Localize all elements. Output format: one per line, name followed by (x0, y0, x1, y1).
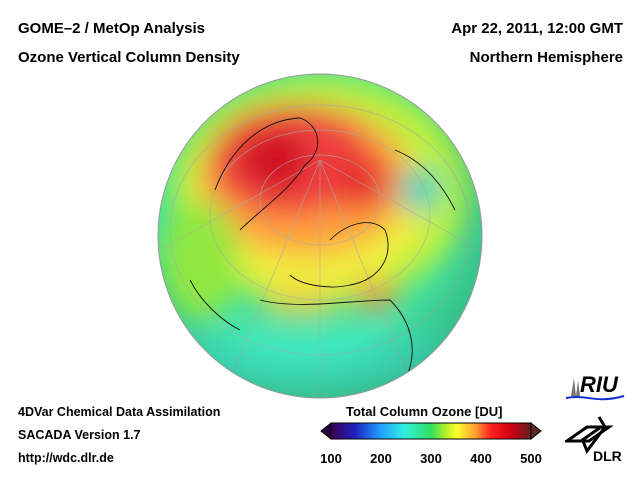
colorbar-tick: 500 (520, 451, 542, 466)
title-instrument: GOME–2 / MetOp Analysis (18, 20, 205, 37)
colorbar-title: Total Column Ozone [DU] (346, 404, 503, 419)
riu-logo: RIU (566, 372, 626, 402)
colorbar-tick: 200 (370, 451, 392, 466)
footer-version: SACADA Version 1.7 (18, 428, 141, 442)
colorbar-tick: 300 (420, 451, 442, 466)
dlr-logo: DLR (565, 415, 625, 467)
colorbar-gradient (330, 422, 532, 440)
title-region: Northern Hemisphere (469, 49, 623, 66)
colorbar (320, 421, 542, 441)
title-quantity: Ozone Vertical Column Density (18, 49, 240, 66)
riu-logo-text: RIU (580, 372, 618, 397)
dlr-logo-text: DLR (593, 448, 622, 464)
colorbar-max-arrow (530, 421, 542, 441)
colorbar-tick: 400 (470, 451, 492, 466)
colorbar-tick: 100 (320, 451, 342, 466)
footer-url[interactable]: http://wdc.dlr.de (18, 451, 114, 465)
title-date: Apr 22, 2011, 12:00 GMT (451, 20, 623, 37)
colorbar-min-arrow (320, 421, 332, 441)
footer-method: 4DVar Chemical Data Assimilation (18, 405, 221, 419)
